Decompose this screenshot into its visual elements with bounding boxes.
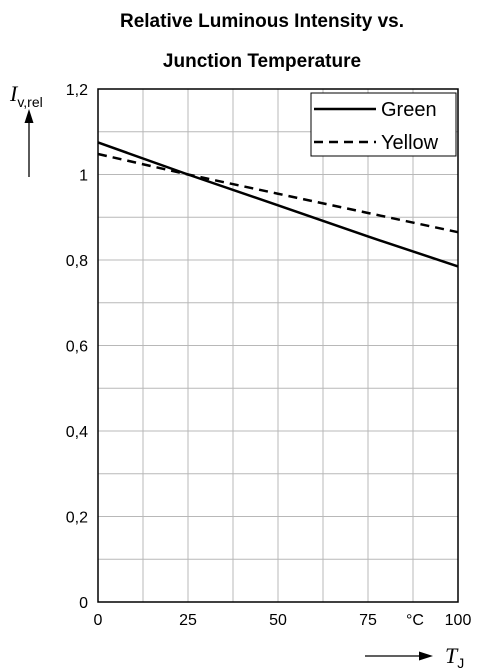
y-tick-label: 0,4 xyxy=(66,424,88,441)
x-tick-label: 50 xyxy=(269,612,287,629)
x-axis-label-main: T xyxy=(445,643,459,668)
series-layer xyxy=(97,141,459,268)
y-axis-label-main: I xyxy=(9,81,19,106)
y-tick-label: 0,6 xyxy=(66,339,88,356)
x-axis-label-sub: J xyxy=(457,655,464,668)
y-tick-label: 0,8 xyxy=(66,253,88,270)
legend-box xyxy=(310,92,457,157)
x-tick-label: 0 xyxy=(94,612,103,629)
x-tick-label: 25 xyxy=(179,612,197,629)
plot-frame xyxy=(97,88,459,603)
y-axis-label-sub: v,rel xyxy=(17,94,42,110)
x-axis-arrow-head xyxy=(419,651,433,661)
series-line-green xyxy=(97,141,459,268)
y-tick-label: 0 xyxy=(79,595,88,612)
legend-label-green: Green xyxy=(381,99,437,121)
y-axis-label: Iv,rel xyxy=(9,81,43,110)
legend: Green Yellow xyxy=(310,92,457,157)
series-line-yellow xyxy=(97,152,459,234)
x-unit-label: °C xyxy=(406,612,424,629)
x-tick-label: 75 xyxy=(359,612,377,629)
x-axis-label: TJ xyxy=(445,643,464,668)
y-tick-labels: 0 0,2 0,4 0,6 0,8 1 1,2 xyxy=(66,82,88,612)
legend-label-yellow: Yellow xyxy=(381,132,439,154)
x-tick-labels: 0 25 50 75 100 xyxy=(94,612,472,629)
y-tick-label: 1 xyxy=(79,168,88,185)
y-tick-label: 0,2 xyxy=(66,510,88,527)
y-axis-arrow-head xyxy=(24,109,34,123)
y-tick-label: 1,2 xyxy=(66,82,88,99)
chart-title-line-2: Junction Temperature xyxy=(163,51,361,72)
plot-grid xyxy=(98,89,458,602)
x-tick-label: 100 xyxy=(445,612,472,629)
chart-title-line-1: Relative Luminous Intensity vs. xyxy=(120,11,404,32)
